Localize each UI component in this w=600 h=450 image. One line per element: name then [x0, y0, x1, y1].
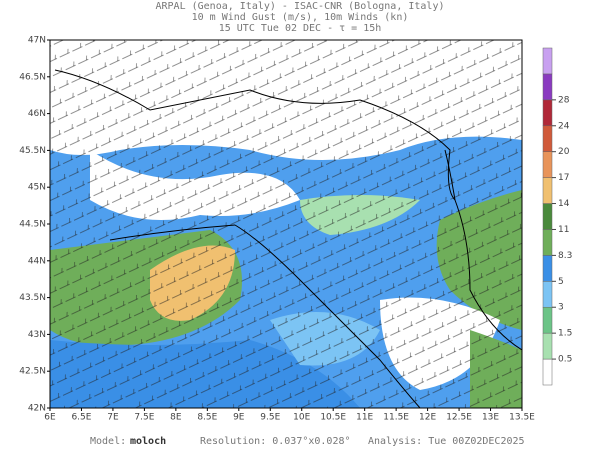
title-line: 10 m Wind Gust (m/s), 10m Winds (kn)	[192, 12, 409, 23]
lat-label: 45N	[28, 183, 46, 193]
colorbar-label: 11	[558, 225, 569, 235]
colorbar-segment	[542, 47, 553, 75]
lat-label: 42N	[28, 404, 46, 414]
lat-label: 42.5N	[19, 367, 46, 377]
colorbar-label: 28	[558, 95, 570, 105]
lon-label: 11E	[356, 413, 373, 423]
lon-label: 6.5E	[71, 413, 91, 423]
lon-label: 9E	[233, 413, 245, 423]
colorbar-segment	[542, 255, 553, 282]
colorbar-label: 0.5	[558, 355, 572, 365]
lat-label: 44N	[28, 256, 46, 266]
colorbar-label: 17	[558, 173, 569, 183]
colorbar-segment	[542, 203, 553, 230]
lon-label: 8.5E	[197, 413, 217, 423]
lon-label: 12E	[419, 413, 436, 423]
colorbar-segment	[542, 99, 553, 127]
lat-label: 43N	[28, 330, 46, 340]
lon-label: 12.5E	[446, 413, 472, 423]
lon-label: 7.5E	[134, 413, 154, 423]
lon-label: 10.5E	[320, 413, 346, 423]
colorbar-segment	[542, 73, 553, 101]
lon-label: 10E	[293, 413, 310, 423]
lon-label: 7E	[107, 413, 119, 423]
map-field	[50, 40, 522, 408]
colorbar-label: 1.5	[558, 329, 572, 339]
lon-label: 11.5E	[383, 413, 409, 423]
lon-label: 9.5E	[260, 413, 280, 423]
colorbar-label: 5	[558, 277, 564, 287]
colorbar-label: 8.3	[558, 251, 572, 261]
colorbar-segment	[542, 125, 553, 152]
lat-label: 47N	[28, 36, 46, 46]
colorbar-segment	[542, 306, 553, 334]
footer-model: moloch	[130, 436, 166, 447]
lat-label: 46.5N	[19, 72, 46, 82]
colorbar-segment	[542, 281, 553, 308]
lat-label: 44.5N	[19, 220, 46, 230]
colorbar-segment	[542, 177, 553, 204]
footer-label: Model:	[90, 436, 126, 447]
colorbar-segment	[542, 229, 553, 256]
footer-analysis: Analysis: Tue 00Z02DEC2025	[368, 436, 525, 447]
lat-label: 43.5N	[19, 293, 46, 303]
lat-label: 46N	[28, 109, 46, 119]
lat-label: 45.5N	[19, 146, 46, 156]
colorbar-label: 3	[558, 303, 564, 313]
title-line: 15 UTC Tue 02 DEC - τ = 15h	[219, 23, 382, 34]
footer-resolution: Resolution: 0.037°x0.028°	[200, 436, 351, 447]
colorbar-label: 14	[558, 199, 570, 209]
colorbar-segment	[542, 332, 553, 360]
colorbar-label: 20	[558, 147, 570, 157]
title-line: ARPAL (Genoa, Italy) - ISAC-CNR (Bologna…	[156, 1, 445, 12]
lon-label: 13.5E	[509, 413, 535, 423]
lon-label: 8E	[170, 413, 182, 423]
lon-label: 13E	[482, 413, 499, 423]
colorbar-segment	[542, 151, 553, 178]
colorbar-label: 24	[558, 121, 570, 131]
colorbar-segment	[542, 358, 553, 386]
lon-label: 6E	[44, 413, 56, 423]
